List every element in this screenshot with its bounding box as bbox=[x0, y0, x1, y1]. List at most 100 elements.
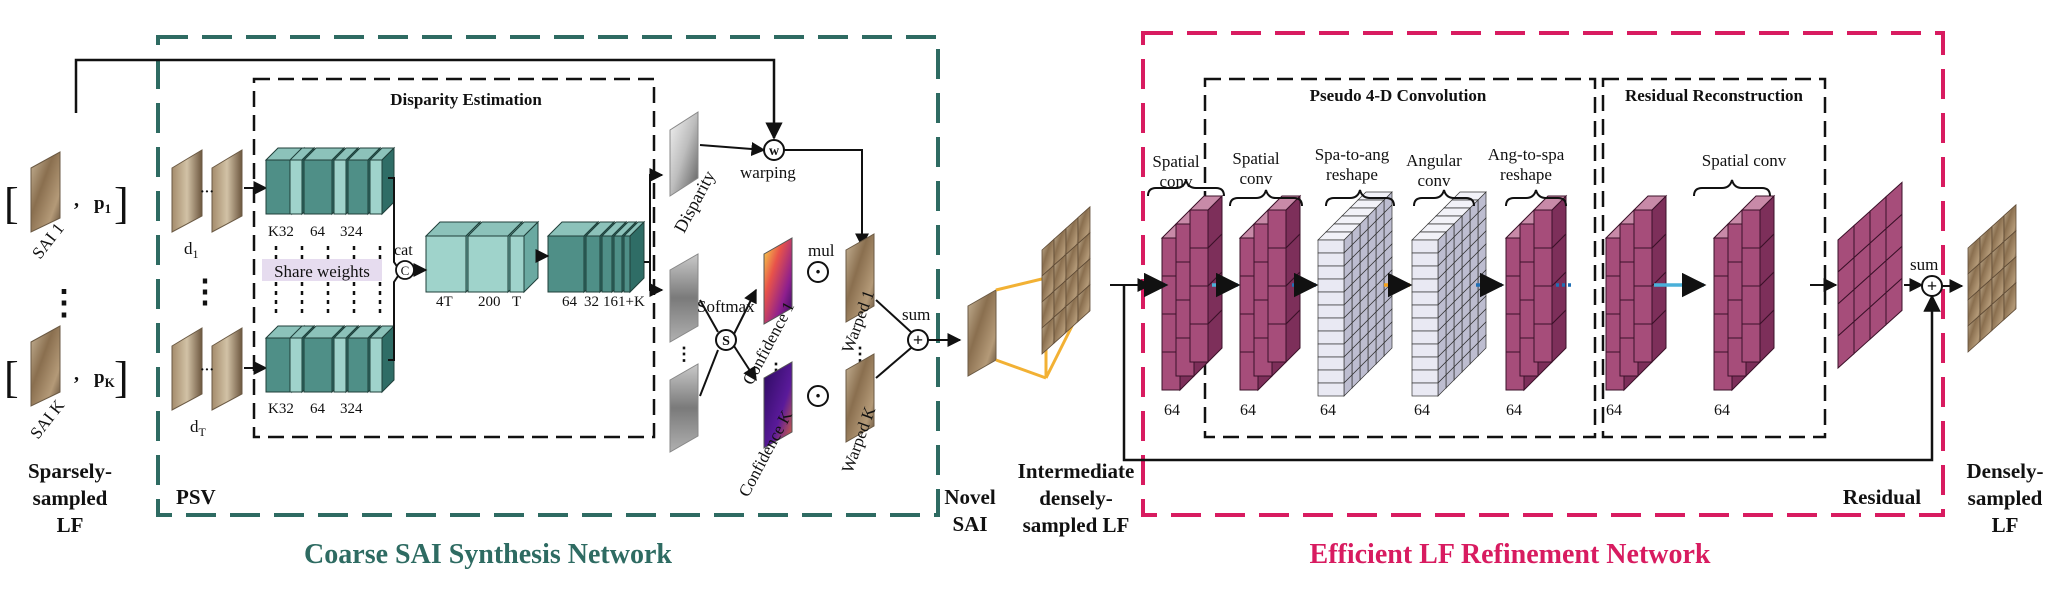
psv-image-ta bbox=[171, 327, 203, 411]
upper-label-k32: K32 bbox=[268, 224, 294, 240]
spatial-conv-2-b: conv bbox=[1239, 169, 1273, 188]
disparity-map bbox=[669, 111, 699, 197]
output-lf-grid bbox=[1967, 203, 2017, 353]
warped-1-image bbox=[845, 233, 875, 323]
teal-output-blocks bbox=[546, 220, 646, 294]
teal-encoder-upper bbox=[264, 146, 396, 216]
right-caption-1: Densely- bbox=[1967, 459, 2044, 483]
residual-reconstruction-box bbox=[1601, 77, 1827, 439]
mid-label-200: 200 bbox=[478, 294, 501, 310]
warp-symbol: w bbox=[769, 144, 780, 159]
pseudo4d-title: Pseudo 4-D Convolution bbox=[1310, 86, 1487, 105]
disparity-estimation-title: Disparity Estimation bbox=[390, 90, 542, 109]
p4d-bottom-64-2: 64 bbox=[1240, 402, 1256, 419]
teal-fusion-blocks bbox=[424, 220, 540, 294]
right-label-16: 16 bbox=[603, 294, 619, 310]
spatial-conv-block-2 bbox=[1238, 194, 1302, 392]
residual-skip-line bbox=[1122, 285, 1941, 462]
to-gray-line bbox=[649, 262, 664, 297]
right-caption-2: sampled bbox=[1968, 486, 2043, 510]
upper-to-cat-line bbox=[388, 177, 399, 269]
output-grid-cell-3-3 bbox=[2003, 281, 2017, 321]
left-caption-1: Sparsely- bbox=[28, 459, 112, 483]
right-label-32: 32 bbox=[584, 294, 599, 310]
right-label-64: 64 bbox=[562, 294, 578, 310]
gray-vdots: ⋮ bbox=[675, 344, 693, 364]
warpedk-to-sum bbox=[875, 347, 912, 379]
ang-to-spa-a: Ang-to-spa bbox=[1488, 145, 1565, 164]
sum-symbol-refine: + bbox=[1927, 276, 1937, 296]
confidence-1-map bbox=[763, 237, 793, 325]
softmax-to-confk bbox=[733, 345, 757, 382]
p1-label: p1 bbox=[94, 193, 111, 216]
bracket-left-k: [ bbox=[4, 353, 19, 402]
sai-1-image bbox=[30, 151, 61, 233]
psv-label: PSV bbox=[176, 485, 216, 509]
pk-label: pK bbox=[94, 367, 116, 390]
spa-to-ang-a: Spa-to-ang bbox=[1315, 145, 1390, 164]
refine-network-title: Efficient LF Refinement Network bbox=[1310, 539, 1711, 570]
mul-symbol-1: · bbox=[814, 259, 821, 284]
to-disparity-line bbox=[644, 168, 664, 263]
bracket-right-1: ] bbox=[114, 179, 129, 228]
residual-label: Residual bbox=[1843, 485, 1921, 509]
mid-label-t: T bbox=[512, 294, 521, 310]
novel-sai-image bbox=[967, 289, 997, 377]
share-weights-bg bbox=[262, 259, 382, 281]
spatial-conv-2-a: Spatial bbox=[1232, 149, 1279, 168]
sai-k-image bbox=[30, 325, 61, 407]
disparity-to-warp-line bbox=[699, 142, 766, 156]
rr-brace-connector bbox=[1658, 180, 1694, 196]
gray-map-k bbox=[669, 363, 699, 453]
right-slab-4 bbox=[622, 220, 646, 294]
bracket-left-1: [ bbox=[4, 179, 19, 228]
right-caption-3: LF bbox=[1992, 513, 2019, 537]
psv-dt-label: dT bbox=[190, 417, 207, 439]
spa-to-ang-stack bbox=[1317, 191, 1393, 397]
ang-to-spa-block bbox=[1504, 194, 1568, 392]
share-weights-dotted-lines bbox=[274, 246, 382, 318]
rr-conv-block-1 bbox=[1604, 194, 1668, 392]
refinement-conv-blocks bbox=[1160, 194, 1776, 392]
intermediate-label-2: densely- bbox=[1039, 486, 1113, 510]
gray1-to-softmax bbox=[699, 299, 719, 333]
mul-label: mul bbox=[808, 241, 835, 260]
comma-k: , bbox=[74, 363, 79, 385]
p4d-bottom-64-4: 64 bbox=[1414, 402, 1430, 419]
upper-label-324: 324 bbox=[340, 224, 363, 240]
rr-bottom-64-1: 64 bbox=[1606, 402, 1622, 419]
spatial-conv-block-1 bbox=[1160, 194, 1224, 392]
psv-image-1b bbox=[211, 149, 243, 233]
residual-cell-3-3 bbox=[1885, 277, 1903, 326]
softmax-operator bbox=[715, 329, 737, 351]
p4d-bottom-64-1: 64 bbox=[1164, 402, 1180, 419]
coarse-network-title: Coarse SAI Synthesis Network bbox=[304, 539, 672, 570]
comma-1: , bbox=[74, 189, 79, 211]
confidence-k-map bbox=[763, 361, 793, 449]
softmax-symbol: S bbox=[722, 334, 730, 349]
p4d-bottom-64-3: 64 bbox=[1320, 402, 1336, 419]
pseudo4d-box bbox=[1203, 77, 1597, 439]
intermediate-label-3: sampled LF bbox=[1023, 513, 1130, 537]
warped-k-image bbox=[845, 353, 875, 443]
psv-dots-1: ··· bbox=[200, 185, 214, 200]
intermediate-label-1: Intermediate bbox=[1018, 459, 1135, 483]
sum-symbol-coarse: + bbox=[913, 330, 923, 350]
mul-symbol-k: · bbox=[814, 383, 821, 408]
intermediate-lf-grid bbox=[1041, 205, 1091, 355]
ang-to-spa-b: reshape bbox=[1500, 165, 1552, 184]
mid-slab-2 bbox=[508, 220, 540, 294]
grayk-to-softmax bbox=[699, 349, 719, 397]
sum-label-coarse: sum bbox=[902, 305, 930, 324]
input-vdots: ⋮ bbox=[47, 285, 81, 322]
novel-sai-label-1: Novel bbox=[944, 485, 995, 509]
psv-dots-t: ··· bbox=[200, 363, 214, 378]
spatial-conv-1-b: conv bbox=[1159, 172, 1193, 191]
softmax-to-conf1 bbox=[733, 288, 757, 335]
warped1-to-sum bbox=[875, 299, 912, 333]
share-weights-label: Share weights bbox=[274, 262, 370, 281]
angular-conv-b: conv bbox=[1417, 171, 1451, 190]
psv-vdots: ⋮ bbox=[189, 273, 221, 309]
warped-k-label: Warped K bbox=[838, 403, 880, 475]
psv-image-tb bbox=[211, 327, 243, 411]
